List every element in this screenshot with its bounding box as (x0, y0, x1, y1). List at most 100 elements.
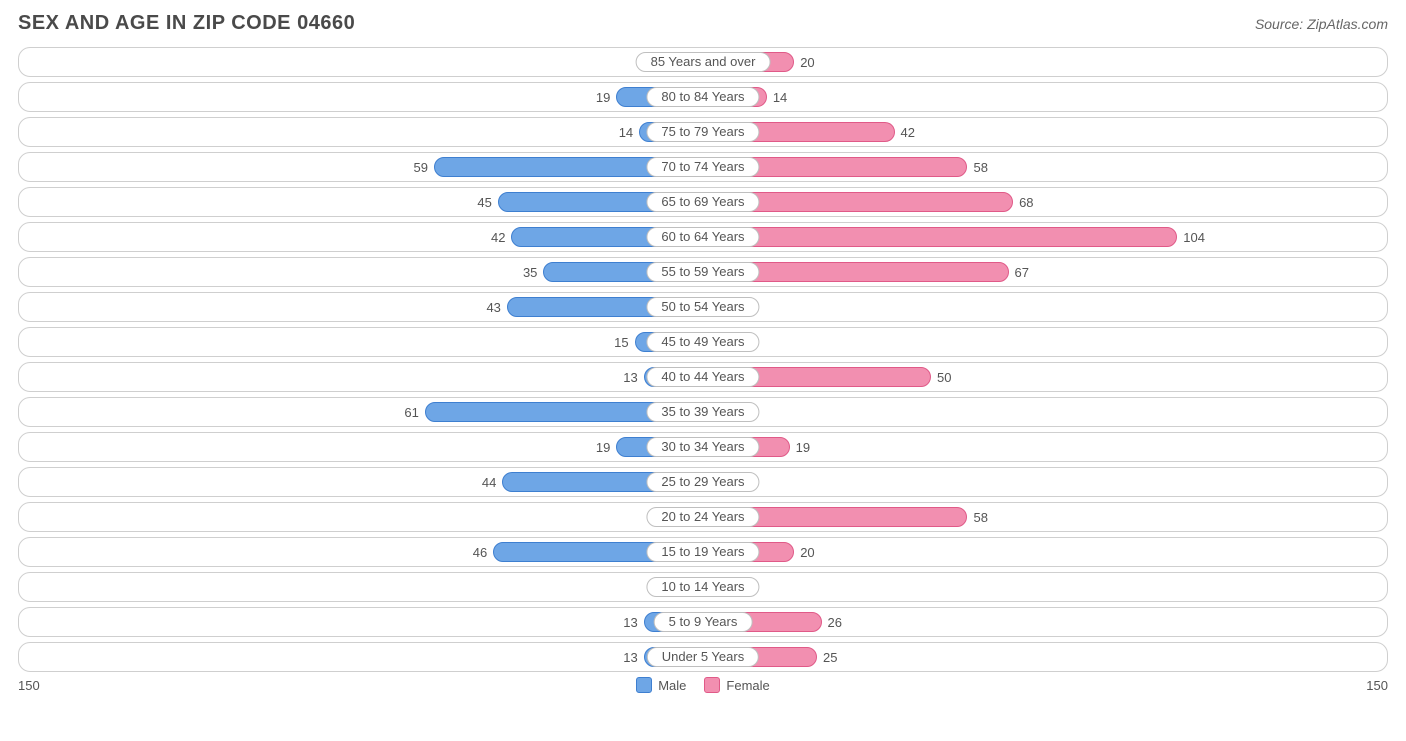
category-label: 30 to 34 Years (646, 437, 759, 457)
female-value-label: 42 (895, 125, 921, 140)
female-half: 58 (703, 153, 1387, 181)
category-label: 55 to 59 Years (646, 262, 759, 282)
category-label: 45 to 49 Years (646, 332, 759, 352)
male-half: 15 (19, 328, 703, 356)
category-label: 50 to 54 Years (646, 297, 759, 317)
chart-row: 14 42 75 to 79 Years (18, 117, 1388, 147)
legend: Male Female (636, 677, 770, 693)
male-half: 43 (19, 293, 703, 321)
category-label: 80 to 84 Years (646, 87, 759, 107)
chart-row: 191930 to 34 Years (18, 432, 1388, 462)
chart-row: 15 445 to 49 Years (18, 327, 1388, 357)
male-value-label: 46 (467, 545, 493, 560)
category-label: 65 to 69 Years (646, 192, 759, 212)
female-half: 42 (703, 118, 1387, 146)
female-half: 67 (703, 258, 1387, 286)
category-label: 25 to 29 Years (646, 472, 759, 492)
category-label: 20 to 24 Years (646, 507, 759, 527)
male-value-label: 13 (617, 615, 643, 630)
category-label: 70 to 74 Years (646, 157, 759, 177)
male-value-label: 13 (617, 650, 643, 665)
chart-row: 13 25 Under 5 Years (18, 642, 1388, 672)
male-half: 44 (19, 468, 703, 496)
category-label: 15 to 19 Years (646, 542, 759, 562)
female-value-label: 58 (967, 510, 993, 525)
male-value-label: 59 (408, 160, 434, 175)
population-pyramid-chart: 0 20 85 Years and over 19 14 80 to 84 Years 14… (18, 47, 1388, 672)
male-half: 14 (19, 118, 703, 146)
male-value-label: 45 (471, 195, 497, 210)
male-value-label: 19 (590, 90, 616, 105)
female-value-label: 19 (790, 440, 816, 455)
chart-row: 9 58 20 to 24 Years (18, 502, 1388, 532)
male-half: 46 (19, 538, 703, 566)
category-label: 10 to 14 Years (646, 577, 759, 597)
male-half: 13 (19, 643, 703, 671)
male-half: 13 (19, 608, 703, 636)
male-value-label: 15 (608, 335, 634, 350)
female-half: 5 (703, 398, 1387, 426)
chart-row: 13 50 40 to 44 Years (18, 362, 1388, 392)
male-half: 9 (19, 503, 703, 531)
chart-row: 19 14 80 to 84 Years (18, 82, 1388, 112)
female-half: 50 (703, 363, 1387, 391)
male-value-label: 44 (476, 475, 502, 490)
female-value-label: 68 (1013, 195, 1039, 210)
female-value-label: 58 (967, 160, 993, 175)
category-label: 85 Years and over (636, 52, 771, 72)
male-half: 45 (19, 188, 703, 216)
female-half: 9 (703, 293, 1387, 321)
female-value-label: 25 (817, 650, 843, 665)
male-half: 19 (19, 83, 703, 111)
chart-row: 61535 to 39 Years (18, 397, 1388, 427)
male-half: 61 (19, 398, 703, 426)
female-value-label: 104 (1177, 230, 1211, 245)
female-half: 104 (703, 223, 1387, 251)
category-label: 75 to 79 Years (646, 122, 759, 142)
female-value-label: 20 (794, 545, 820, 560)
legend-male: Male (636, 677, 686, 693)
female-half: 68 (703, 188, 1387, 216)
female-value-label: 67 (1009, 265, 1035, 280)
male-value-label: 35 (517, 265, 543, 280)
legend-male-label: Male (658, 678, 686, 693)
chart-row: 9810 to 14 Years (18, 572, 1388, 602)
female-half: 8 (703, 573, 1387, 601)
male-half: 42 (19, 223, 703, 251)
male-value-label: 13 (617, 370, 643, 385)
female-bar (703, 227, 1177, 247)
chart-row: 13265 to 9 Years (18, 607, 1388, 637)
male-value-label: 42 (485, 230, 511, 245)
legend-female-swatch (704, 677, 720, 693)
male-half: 0 (19, 48, 703, 76)
male-half: 9 (19, 573, 703, 601)
male-value-label: 43 (480, 300, 506, 315)
female-value-label: 14 (767, 90, 793, 105)
category-label: 35 to 39 Years (646, 402, 759, 422)
female-value-label: 50 (931, 370, 957, 385)
axis-row: 150 Male Female 150 (18, 677, 1388, 693)
chart-header: SEX AND AGE IN ZIP CODE 04660 Source: Zi… (18, 12, 1388, 35)
chart-title: SEX AND AGE IN ZIP CODE 04660 (18, 12, 355, 35)
axis-right-max: 150 (1366, 678, 1388, 693)
male-half: 35 (19, 258, 703, 286)
category-label: 40 to 44 Years (646, 367, 759, 387)
axis-left-max: 150 (18, 678, 40, 693)
female-half: 20 (703, 48, 1387, 76)
category-label: 60 to 64 Years (646, 227, 759, 247)
male-half: 19 (19, 433, 703, 461)
legend-female: Female (704, 677, 769, 693)
category-label: Under 5 Years (647, 647, 759, 667)
chart-row: 35 67 55 to 59 Years (18, 257, 1388, 287)
female-half: 58 (703, 503, 1387, 531)
category-label: 5 to 9 Years (654, 612, 753, 632)
chart-row: 46 20 15 to 19 Years (18, 537, 1388, 567)
male-half: 13 (19, 363, 703, 391)
female-half: 4 (703, 328, 1387, 356)
legend-female-label: Female (726, 678, 769, 693)
chart-row: 59 58 70 to 74 Years (18, 152, 1388, 182)
chart-row: 42 104 60 to 64 Years (18, 222, 1388, 252)
legend-male-swatch (636, 677, 652, 693)
chart-row: 45 68 65 to 69 Years (18, 187, 1388, 217)
female-value-label: 20 (794, 55, 820, 70)
